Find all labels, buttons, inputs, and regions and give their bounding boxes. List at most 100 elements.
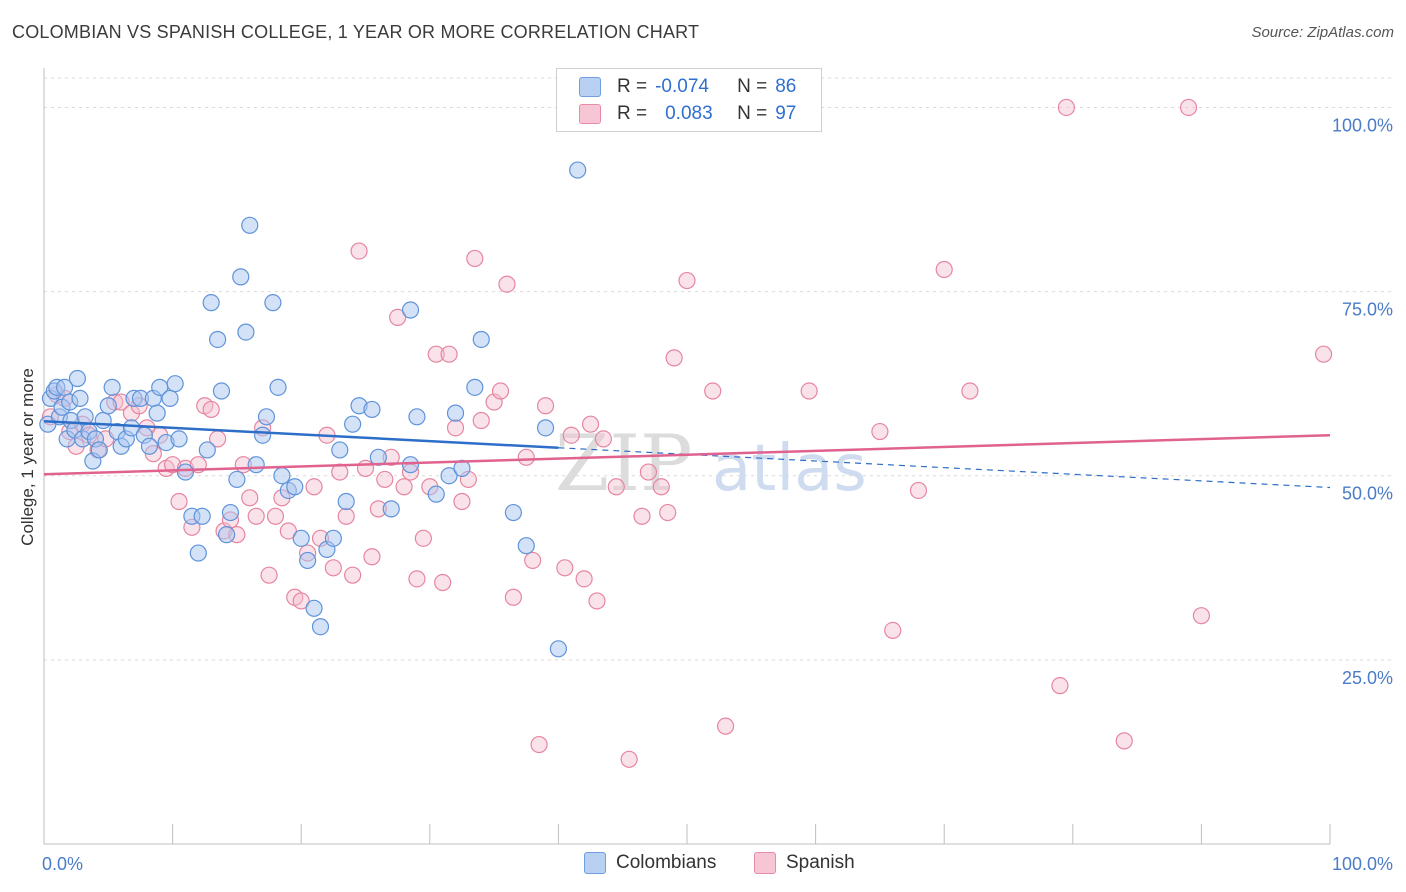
chart-source: Source: ZipAtlas.com (1251, 24, 1394, 41)
colombian-point (269, 378, 287, 396)
colombian-point (446, 404, 465, 422)
spanish-point (266, 507, 285, 525)
legend-row-spanish: R = 0.083 N = 97 (579, 101, 796, 127)
spanish-point (659, 503, 677, 522)
colombian-point (218, 526, 236, 544)
colombian-point (166, 375, 184, 393)
colombian-point (324, 529, 342, 547)
colombian-point (161, 389, 179, 407)
bottom-legend-label-spanish: Spanish (786, 852, 855, 873)
spanish-point (170, 492, 188, 511)
y-axis-label: College, 1 year or more (18, 368, 37, 546)
colombian-point (221, 503, 240, 522)
spanish-point (376, 470, 394, 489)
colombian-point (232, 268, 250, 286)
colombian-point (176, 463, 195, 481)
bottom-legend-swatch-blue (584, 852, 606, 874)
colombian-point (241, 216, 259, 234)
legend-n-label: N = (737, 103, 768, 124)
spanish-point (575, 570, 593, 588)
colombian-point (408, 408, 426, 426)
spanish-point (414, 529, 432, 547)
spanish-point (350, 242, 368, 260)
spanish-point (260, 566, 278, 584)
spanish-point (434, 573, 452, 592)
legend-swatch-pink (579, 104, 601, 124)
spanish-point (363, 548, 381, 566)
colombian-trend-line (43, 419, 559, 449)
colombian-point (94, 411, 112, 430)
x-tick-label-min: 0.0% (42, 854, 83, 874)
spanish-point (884, 621, 902, 640)
colombian-point (517, 537, 535, 555)
y-tick-label: 75.0% (1342, 300, 1393, 320)
colombian-point (193, 507, 211, 525)
colombian-point (140, 437, 159, 455)
spanish-point (652, 478, 670, 496)
colombian-point (148, 404, 166, 422)
spanish-point (1192, 607, 1211, 625)
spanish-point (453, 492, 471, 511)
colombian-points (39, 161, 587, 658)
colombian-point (212, 382, 231, 400)
colombian-point (247, 456, 265, 474)
spanish-point (581, 415, 600, 433)
spanish-point (524, 551, 542, 570)
colombian-point (286, 478, 304, 496)
colombian-point (170, 430, 188, 448)
colombian-point (466, 378, 484, 396)
spanish-point (588, 592, 606, 610)
colombian-point (202, 294, 220, 312)
spanish-point (408, 570, 426, 588)
colombian-point (472, 330, 490, 349)
colombian-point (305, 599, 323, 617)
spanish-point (395, 478, 413, 496)
spanish-point (344, 566, 362, 584)
colombian-point (427, 485, 445, 503)
legend-row-colombians: R = -0.074 N = 86 (579, 74, 796, 100)
spanish-point (440, 345, 458, 363)
y-tick-labels: 25.0% 50.0% 75.0% 100.0% (1332, 115, 1393, 687)
colombian-point (122, 419, 141, 437)
colombian-point (198, 441, 216, 459)
colombian-point (257, 408, 276, 426)
legend-n-value: 86 (775, 76, 797, 97)
legend-swatch-blue (579, 77, 601, 97)
spanish-point (491, 382, 510, 400)
spanish-point (1314, 345, 1333, 363)
spanish-point (241, 489, 259, 507)
spanish-point (633, 507, 651, 525)
spanish-point (871, 422, 889, 441)
watermark: ZIP atlas (555, 419, 867, 509)
spanish-point (1051, 677, 1069, 695)
y-tick-label: 100.0% (1332, 115, 1393, 135)
spanish-point (202, 400, 220, 419)
colombian-point (292, 529, 310, 547)
colombian-point (103, 378, 121, 396)
y-tick-label: 25.0% (1342, 668, 1393, 688)
colombian-point (189, 544, 207, 562)
bottom-legend-spanish: Spanish (754, 852, 855, 874)
legend-r-value: -0.074 (655, 76, 709, 97)
colombian-point (536, 419, 555, 437)
spanish-trend-line (43, 433, 1331, 476)
colombian-point (254, 426, 272, 444)
colombian-point (237, 323, 255, 341)
colombian-point (273, 467, 291, 485)
spanish-point (1057, 98, 1075, 117)
colombian-point (264, 294, 282, 312)
spanish-point (164, 456, 182, 474)
x-ticks (43, 824, 1331, 844)
colombian-point (337, 492, 355, 511)
colombian-point (344, 415, 362, 433)
spanish-point (935, 260, 953, 279)
spanish-point (247, 507, 265, 525)
legend-r-value: 0.083 (665, 103, 713, 124)
colombian-point (90, 441, 108, 459)
spanish-point (639, 463, 658, 481)
spanish-point (800, 382, 818, 400)
spanish-point (961, 382, 979, 400)
spanish-point (909, 481, 928, 500)
legend-r-label: R = (617, 103, 648, 124)
colombian-point (299, 551, 317, 570)
